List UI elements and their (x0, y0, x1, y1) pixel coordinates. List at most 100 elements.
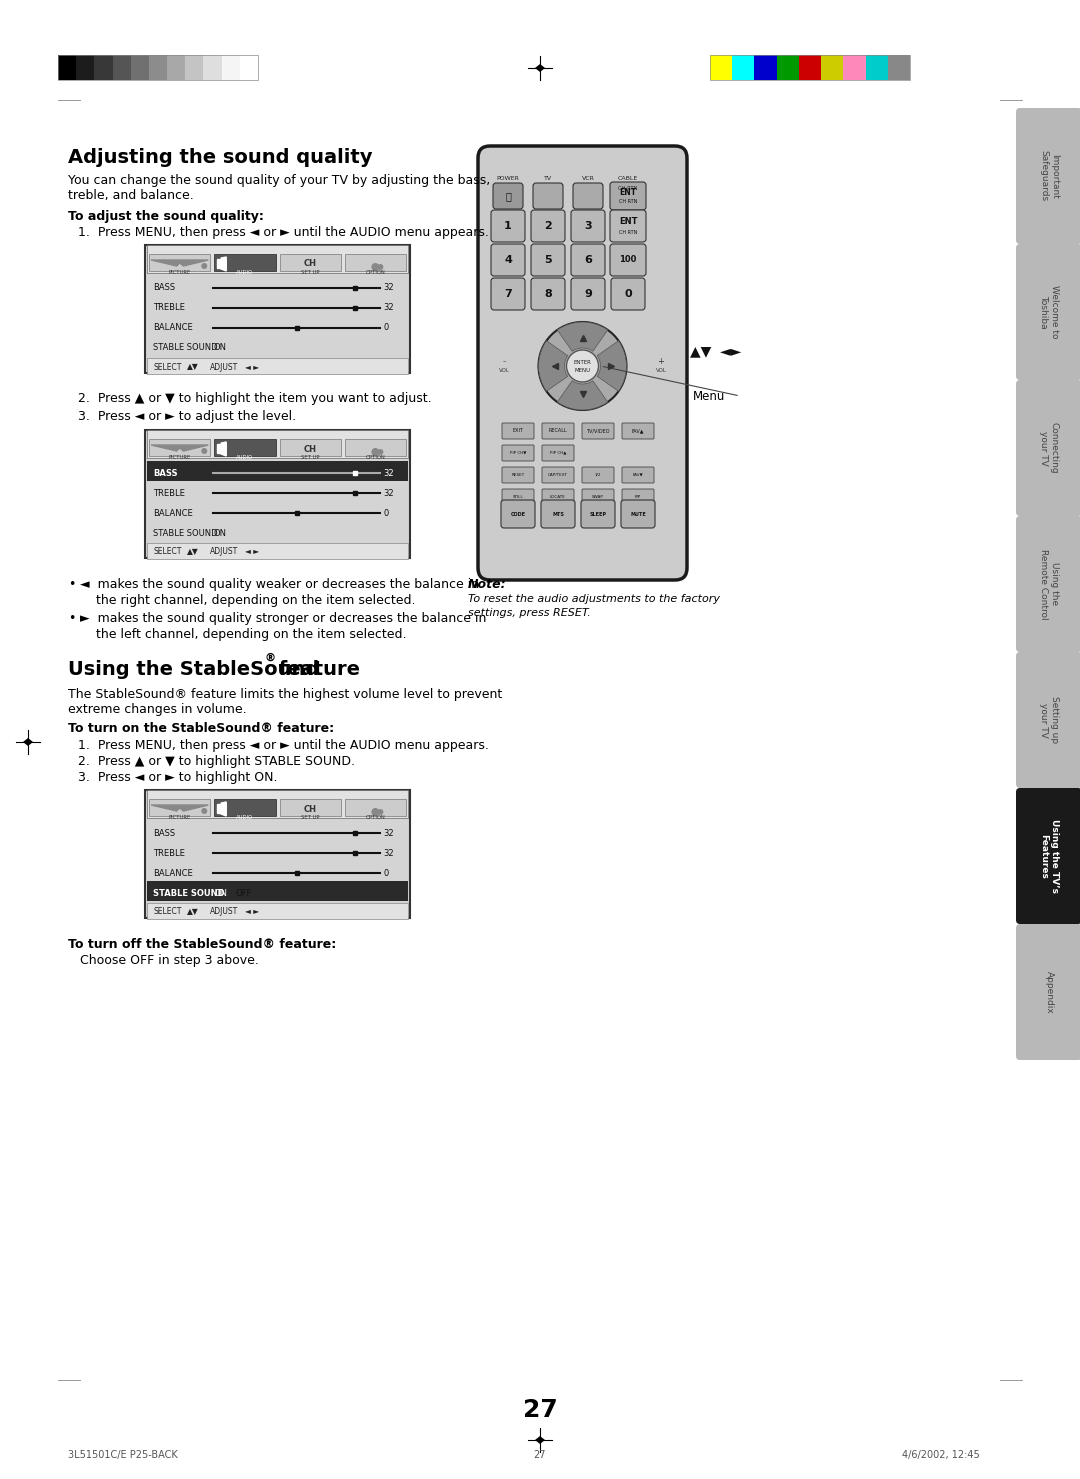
Text: CAP/TEXT: CAP/TEXT (548, 473, 568, 478)
Text: ®: ® (264, 654, 275, 663)
Text: 0: 0 (383, 509, 388, 518)
Bar (147, 358, 408, 374)
Bar (186, 55, 203, 80)
Text: CH RTN: CH RTN (618, 186, 638, 191)
Text: ENT: ENT (620, 188, 636, 197)
FancyBboxPatch shape (582, 467, 615, 484)
Bar (149, 55, 167, 80)
FancyBboxPatch shape (1016, 380, 1080, 516)
FancyBboxPatch shape (573, 183, 603, 209)
Text: 1.  Press MENU, then press ◄ or ► until the AUDIO menu appears.: 1. Press MENU, then press ◄ or ► until t… (78, 740, 489, 751)
Text: ▲▼: ▲▼ (187, 908, 199, 917)
Text: 3: 3 (584, 220, 592, 231)
Bar (732, 55, 755, 80)
Bar (112, 55, 131, 80)
Text: OFF: OFF (235, 889, 252, 898)
Text: OPTION: OPTION (365, 456, 386, 460)
FancyBboxPatch shape (582, 490, 615, 504)
Bar (147, 461, 408, 481)
Text: 2.  Press ▲ or ▼ to highlight the item you want to adjust.: 2. Press ▲ or ▼ to highlight the item yo… (78, 392, 432, 405)
FancyBboxPatch shape (571, 278, 605, 311)
FancyBboxPatch shape (1016, 244, 1080, 380)
Bar (221, 55, 240, 80)
Bar (147, 904, 408, 918)
Text: ►  makes the sound quality stronger or decreases the balance in: ► makes the sound quality stronger or de… (80, 612, 486, 626)
Text: TREBLE: TREBLE (153, 849, 185, 858)
FancyBboxPatch shape (622, 490, 654, 504)
Text: treble, and balance.: treble, and balance. (68, 189, 193, 203)
Text: ENT: ENT (619, 217, 637, 226)
Text: 2.  Press ▲ or ▼ to highlight STABLE SOUND.: 2. Press ▲ or ▼ to highlight STABLE SOUN… (78, 754, 355, 768)
Text: the left channel, depending on the item selected.: the left channel, depending on the item … (80, 629, 406, 640)
Text: SWAP: SWAP (592, 495, 604, 498)
Circle shape (377, 263, 383, 271)
Text: ▲▼: ▲▼ (187, 547, 199, 556)
Polygon shape (221, 257, 226, 271)
Text: VOL: VOL (499, 368, 510, 374)
Text: PICTURE: PICTURE (168, 456, 191, 460)
Text: 32: 32 (383, 469, 393, 478)
Text: To reset the audio adjustments to the factory: To reset the audio adjustments to the fa… (468, 595, 720, 603)
Bar (203, 55, 221, 80)
Text: CH: CH (303, 805, 316, 813)
Circle shape (567, 351, 598, 382)
Text: VCR: VCR (581, 176, 594, 180)
Text: STABLE SOUND: STABLE SOUND (153, 889, 225, 898)
Text: 0: 0 (624, 288, 632, 299)
Text: To adjust the sound quality:: To adjust the sound quality: (68, 210, 264, 223)
FancyBboxPatch shape (581, 500, 615, 528)
Bar (843, 55, 865, 80)
Polygon shape (221, 802, 226, 816)
Text: LOCATE: LOCATE (550, 495, 566, 498)
Text: SELECT: SELECT (153, 547, 181, 556)
Text: You can change the sound quality of your TV by adjusting the bass,: You can change the sound quality of your… (68, 175, 490, 186)
FancyBboxPatch shape (478, 146, 687, 580)
Text: BALANCE: BALANCE (153, 868, 192, 877)
Text: PIP CH▼: PIP CH▼ (510, 451, 526, 456)
Polygon shape (151, 260, 208, 266)
Text: ▲▼  ◄►: ▲▼ ◄► (690, 345, 741, 358)
Text: FAV▼: FAV▼ (633, 473, 644, 478)
Bar (149, 439, 211, 456)
Bar (147, 430, 408, 458)
Circle shape (372, 263, 379, 271)
Bar (865, 55, 888, 80)
Text: FAV▲: FAV▲ (632, 429, 645, 433)
Text: 32: 32 (383, 828, 393, 837)
Text: POWER: POWER (497, 176, 519, 180)
Polygon shape (217, 259, 221, 268)
Text: PICTURE: PICTURE (168, 271, 191, 275)
Text: To turn off the StableSound® feature:: To turn off the StableSound® feature: (68, 938, 336, 951)
Text: SET UP: SET UP (301, 456, 320, 460)
Text: extreme changes in volume.: extreme changes in volume. (68, 703, 246, 716)
Bar (755, 55, 777, 80)
Text: 32: 32 (383, 488, 393, 497)
Text: –: – (502, 358, 505, 364)
Text: ON: ON (213, 343, 226, 352)
Text: 100: 100 (619, 256, 637, 265)
Text: Using the TV’s
Features: Using the TV’s Features (1039, 819, 1058, 893)
Text: 8: 8 (544, 288, 552, 299)
Circle shape (539, 322, 626, 410)
FancyBboxPatch shape (492, 183, 523, 209)
Text: MUTE: MUTE (630, 512, 646, 516)
Circle shape (201, 808, 207, 813)
Bar (280, 799, 341, 816)
Circle shape (201, 448, 207, 454)
FancyBboxPatch shape (610, 210, 646, 243)
Text: Appendix: Appendix (1044, 970, 1053, 1013)
Bar (167, 55, 186, 80)
Bar (214, 254, 275, 271)
Wedge shape (597, 340, 626, 392)
Text: the right channel, depending on the item selected.: the right channel, depending on the item… (80, 595, 416, 606)
Text: ADJUST: ADJUST (210, 362, 239, 371)
Text: ENTER: ENTER (573, 359, 592, 364)
FancyBboxPatch shape (541, 500, 575, 528)
Text: BASS: BASS (153, 828, 175, 837)
Text: The StableSound® feature limits the highest volume level to prevent: The StableSound® feature limits the high… (68, 688, 502, 701)
Text: 4/6/2002, 12:45: 4/6/2002, 12:45 (902, 1449, 980, 1460)
Text: RECALL: RECALL (549, 429, 567, 433)
Text: ◄ ►: ◄ ► (245, 908, 259, 917)
Bar (212, 886, 230, 898)
FancyBboxPatch shape (491, 210, 525, 243)
